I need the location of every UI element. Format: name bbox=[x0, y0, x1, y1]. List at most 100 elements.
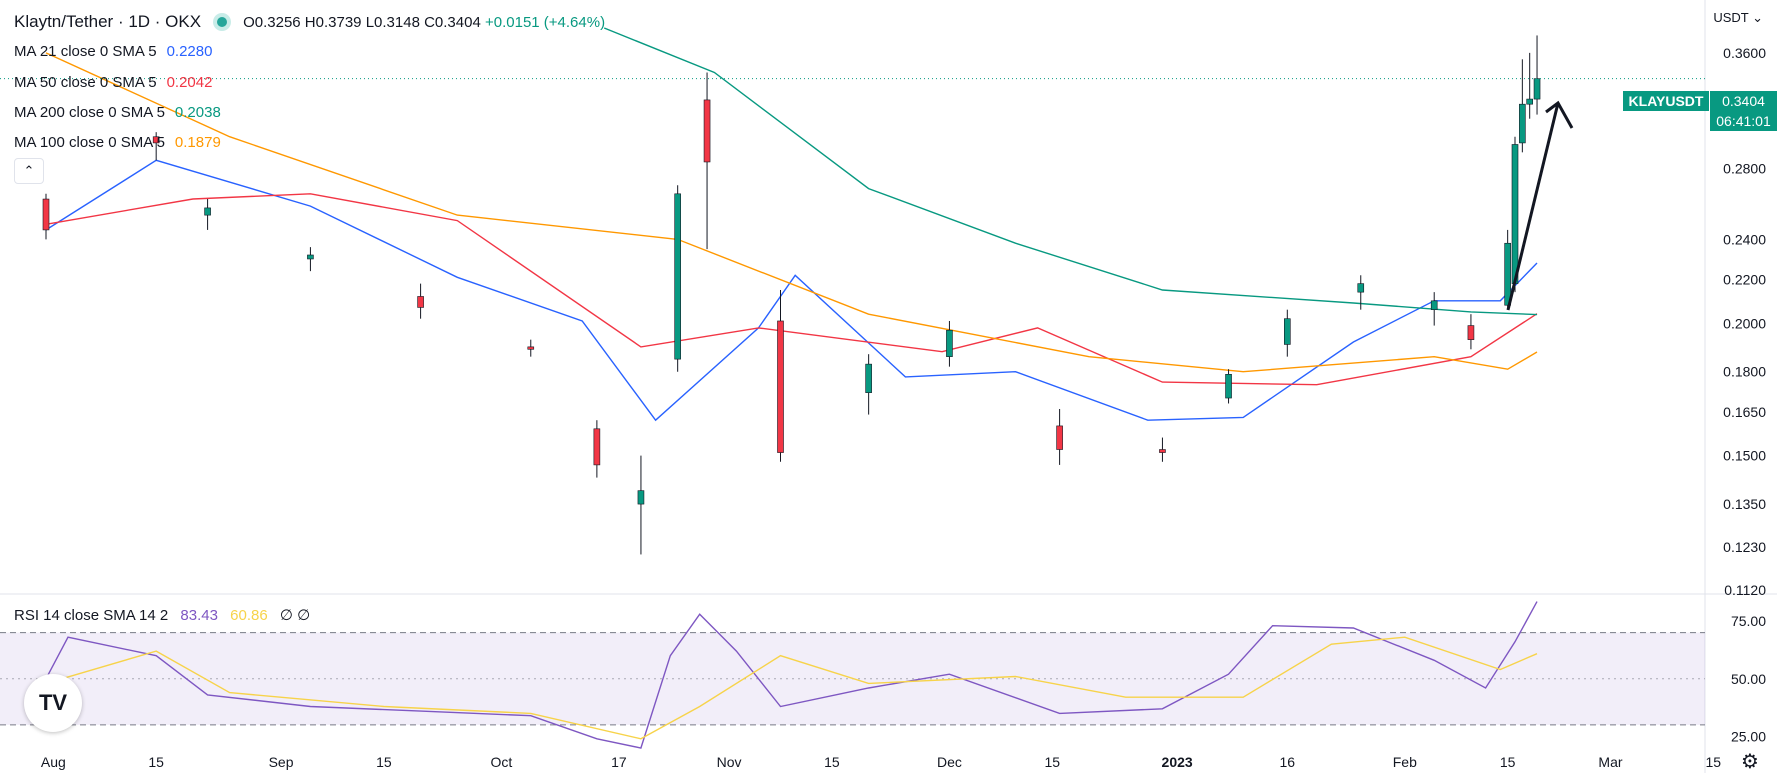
chart-header: Klaytn/Tether · 1D · OKX O0.3256 H0.3739… bbox=[14, 12, 605, 32]
price-tick-label: 0.2400 bbox=[1723, 231, 1766, 247]
ma-line bbox=[603, 27, 1538, 316]
candle-body bbox=[1225, 374, 1232, 399]
market-status-icon bbox=[217, 17, 228, 27]
candle-body bbox=[527, 346, 535, 350]
time-tick-label: Nov bbox=[717, 754, 742, 770]
time-tick-label: Aug bbox=[41, 754, 66, 770]
candle-body bbox=[865, 363, 872, 393]
price-tick-label: 0.2200 bbox=[1723, 271, 1766, 287]
price-tick-label: 0.1800 bbox=[1723, 364, 1766, 380]
time-tick-label: 15 bbox=[1500, 754, 1516, 770]
time-tick-label: 15 bbox=[1706, 754, 1722, 770]
indicator-legend-ma200[interactable]: MA 200 close 0 SMA 5 0.2038 bbox=[14, 104, 221, 121]
candle-body bbox=[703, 99, 711, 163]
close-value: C0.3404 bbox=[424, 13, 481, 31]
rsi-tick-label: 50.00 bbox=[1731, 671, 1766, 687]
indicator-label: MA 21 close 0 SMA 5 bbox=[14, 43, 157, 60]
chevron-up-icon: ⌃ bbox=[23, 163, 35, 178]
indicator-legend-ma50[interactable]: MA 50 close 0 SMA 5 0.2042 bbox=[14, 74, 212, 91]
indicator-label: MA 50 close 0 SMA 5 bbox=[14, 74, 157, 91]
candle-body bbox=[946, 329, 953, 357]
time-tick-label: Feb bbox=[1393, 754, 1417, 770]
price-tick-label: 0.2000 bbox=[1723, 315, 1766, 331]
rsi-sma-line bbox=[45, 636, 1538, 740]
low-value: L0.3148 bbox=[365, 13, 420, 31]
time-tick-label: 15 bbox=[1044, 754, 1060, 770]
candle-body bbox=[1467, 325, 1475, 340]
candle-body bbox=[152, 136, 160, 144]
arrow-annotation-shaft bbox=[1506, 102, 1560, 311]
indicator-legend-ma21[interactable]: MA 21 close 0 SMA 5 0.2280 bbox=[14, 43, 212, 60]
candle-body bbox=[637, 490, 645, 505]
time-tick-label: 17 bbox=[611, 754, 627, 770]
candle-body bbox=[1526, 98, 1533, 105]
time-tick-label: 15 bbox=[376, 754, 392, 770]
chevron-down-icon: ⌄ bbox=[1752, 10, 1763, 25]
price-tick-label: 0.1230 bbox=[1723, 539, 1766, 555]
open-value: O0.3256 bbox=[243, 13, 301, 31]
time-tick-label: Oct bbox=[490, 754, 512, 770]
time-tick-label: 15 bbox=[824, 754, 840, 770]
candle-body bbox=[777, 320, 784, 453]
candle-body bbox=[1284, 318, 1291, 345]
gear-icon[interactable]: ⚙ bbox=[1741, 751, 1759, 773]
indicator-value: 0.2042 bbox=[166, 74, 213, 91]
collapse-legend-button[interactable]: ⌃ bbox=[14, 158, 44, 184]
last-price-label: 0.3404 bbox=[1710, 91, 1777, 111]
currency-label: USDT bbox=[1713, 10, 1749, 25]
indicator-value: 0.1879 bbox=[174, 134, 221, 151]
candle-body bbox=[307, 254, 314, 260]
candle-body bbox=[674, 193, 681, 360]
candle-body bbox=[42, 198, 50, 231]
candle-body bbox=[1511, 144, 1519, 284]
indicator-legend-ma100[interactable]: MA 100 close 0 SMA 5 0.1879 bbox=[14, 134, 221, 151]
change-value: +0.0151 (+4.64%) bbox=[484, 13, 606, 31]
symbol-title[interactable]: Klaytn/Tether · 1D · OKX bbox=[14, 12, 202, 31]
rsi-sma-value: 60.86 bbox=[230, 607, 268, 624]
bar-countdown-label: 06:41:01 bbox=[1710, 111, 1777, 131]
price-tick-label: 0.1500 bbox=[1723, 448, 1766, 464]
time-tick-label: 16 bbox=[1280, 754, 1296, 770]
time-tick-label: Mar bbox=[1598, 754, 1622, 770]
price-tick-label: 0.1650 bbox=[1723, 404, 1766, 420]
ohlc-readout: O0.3256 H0.3739 L0.3148 C0.3404 +0.0151 … bbox=[243, 14, 605, 31]
ma-line bbox=[45, 52, 1538, 373]
ma-line bbox=[45, 193, 1538, 386]
candle-body bbox=[1430, 300, 1438, 310]
price-tick-label: 0.1350 bbox=[1723, 496, 1766, 512]
high-value: H0.3739 bbox=[304, 13, 362, 31]
indicator-label: MA 100 close 0 SMA 5 bbox=[14, 134, 165, 151]
price-tick-label: 0.3600 bbox=[1723, 45, 1766, 61]
price-tick-label: 0.2800 bbox=[1723, 160, 1766, 176]
candle-body bbox=[1056, 425, 1063, 450]
indicator-value: 0.2280 bbox=[166, 43, 213, 60]
price-tick-label: 0.1120 bbox=[1724, 582, 1766, 598]
time-tick-label: Sep bbox=[269, 754, 294, 770]
candle-body bbox=[417, 296, 424, 308]
rsi-value: 83.43 bbox=[180, 607, 218, 624]
time-tick-label: Dec bbox=[937, 754, 962, 770]
tradingview-logo-icon[interactable]: TV bbox=[24, 674, 82, 732]
rsi-extra: ∅ ∅ bbox=[279, 607, 311, 624]
candle-body bbox=[1159, 449, 1166, 453]
rsi-label: RSI 14 close SMA 14 2 bbox=[14, 607, 169, 624]
candle-body bbox=[593, 428, 601, 466]
ma-line bbox=[45, 159, 1538, 422]
indicator-label: MA 200 close 0 SMA 5 bbox=[14, 104, 165, 121]
candle-body bbox=[1533, 78, 1541, 100]
currency-selector[interactable]: USDT ⌄ bbox=[1713, 10, 1763, 26]
candle-body bbox=[1357, 283, 1365, 293]
rsi-legend[interactable]: RSI 14 close SMA 14 2 83.43 60.86 ∅ ∅ bbox=[14, 606, 310, 624]
candle-body bbox=[1519, 103, 1526, 144]
rsi-line bbox=[45, 601, 1538, 749]
time-tick-label: 15 bbox=[148, 754, 164, 770]
rsi-tick-label: 25.00 bbox=[1731, 728, 1766, 744]
candle-body bbox=[1504, 242, 1511, 306]
rsi-tick-label: 75.00 bbox=[1731, 613, 1766, 629]
arrow-annotation-head bbox=[1545, 100, 1574, 129]
symbol-price-tag: KLAYUSDT bbox=[1623, 91, 1709, 111]
indicator-value: 0.2038 bbox=[174, 104, 221, 121]
time-tick-label: 2023 bbox=[1162, 754, 1193, 770]
